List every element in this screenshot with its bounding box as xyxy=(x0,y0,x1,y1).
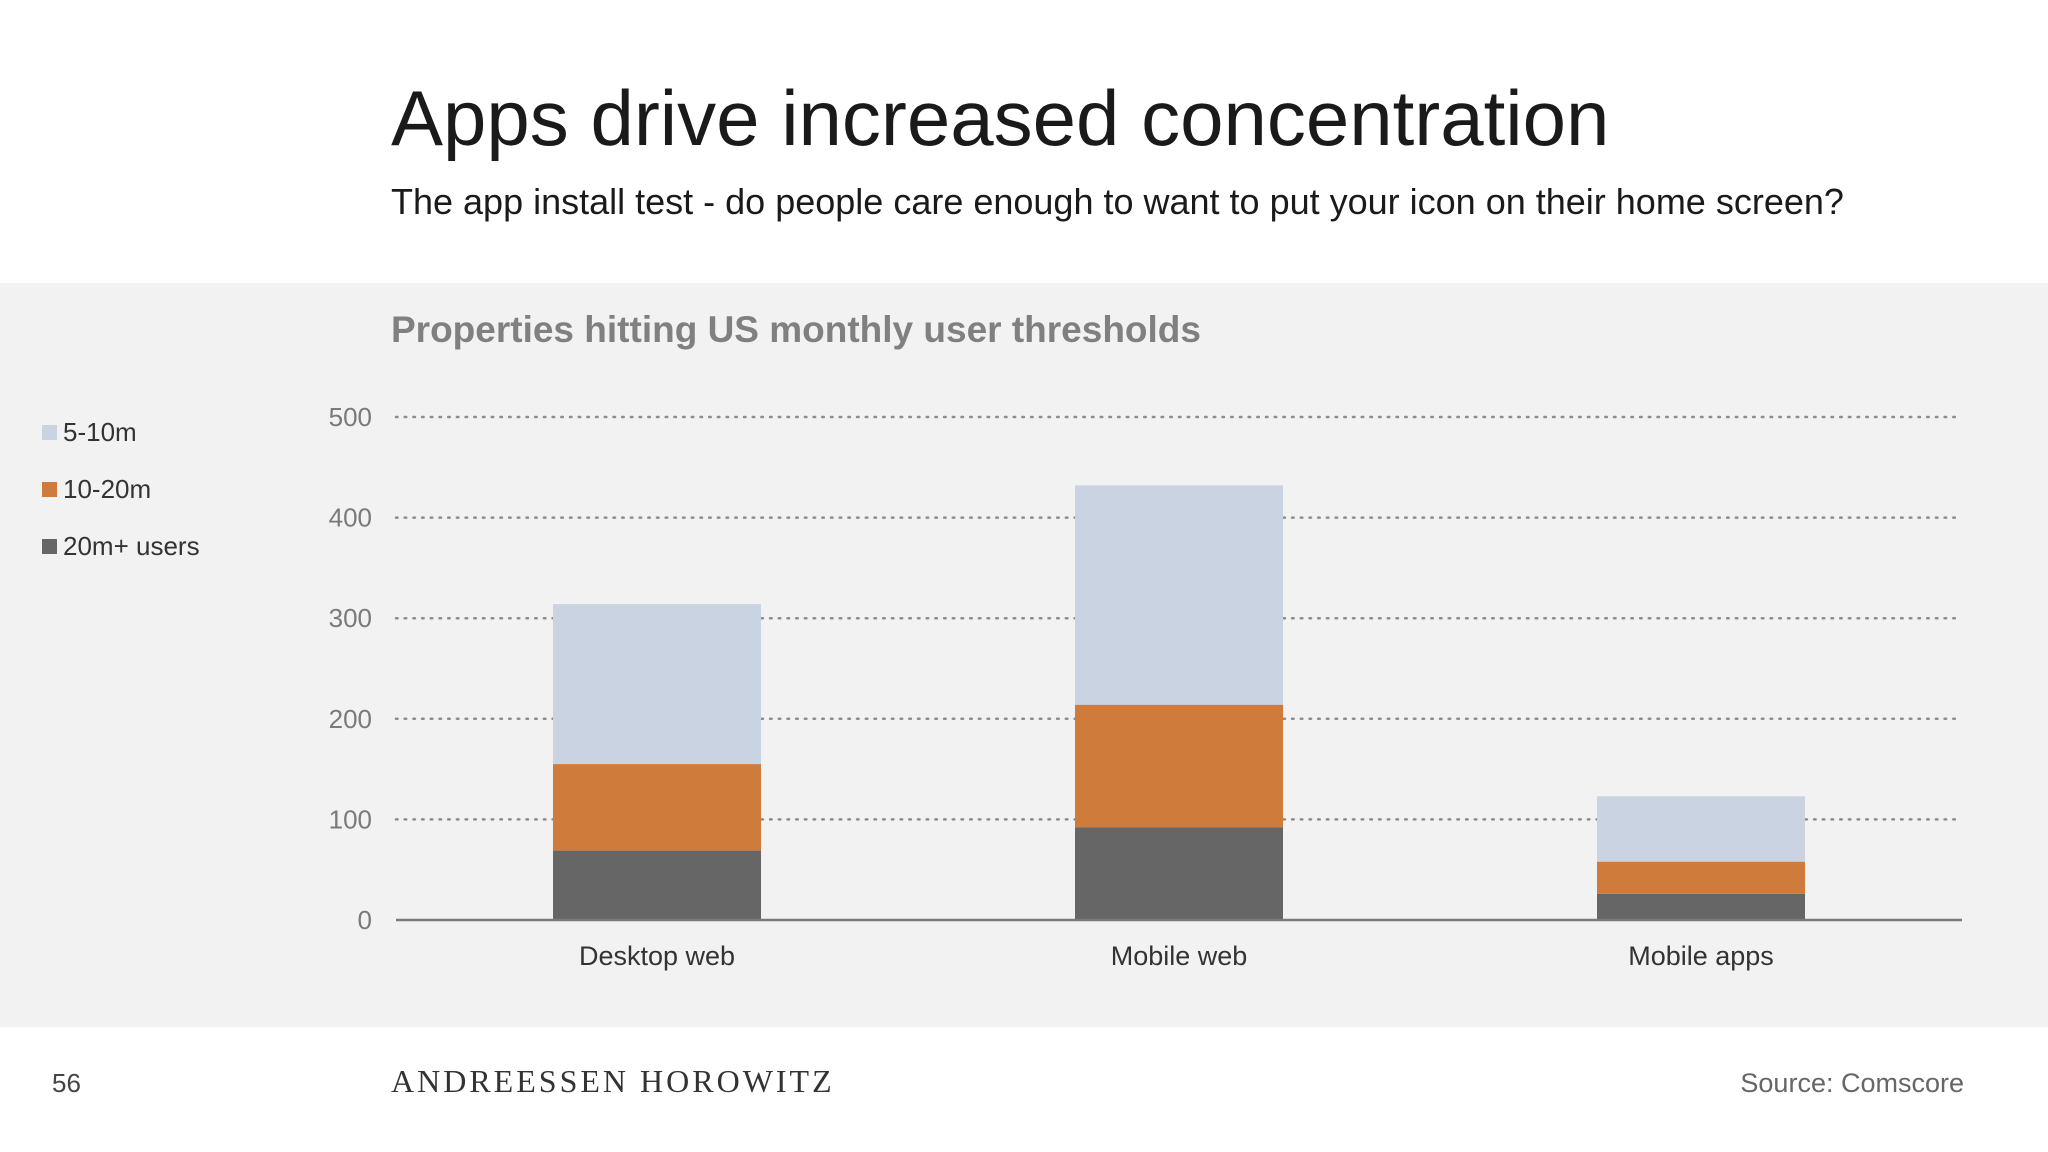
y-tick-label-200: 200 xyxy=(329,704,372,734)
source-note: Source: Comscore xyxy=(1740,1068,1964,1098)
chart-legend: 5-10m 10-20m 20m+ users xyxy=(42,404,200,575)
legend-label-10-20m: 10-20m xyxy=(63,474,152,504)
chart-title: Properties hitting US monthly user thres… xyxy=(391,309,1201,350)
bar-desktop-web-10-20m xyxy=(553,764,761,851)
y-tick-label-400: 400 xyxy=(329,503,372,533)
bar-mobile-apps-5-10m xyxy=(1597,796,1805,862)
y-tick-label-0: 0 xyxy=(358,905,372,935)
bar-desktop-web-5-10m xyxy=(553,604,761,765)
bar-mobile-web-10-20m xyxy=(1075,704,1283,828)
legend-item-10-20m: 10-20m xyxy=(42,461,200,518)
x-tick-label-mobile-apps: Mobile apps xyxy=(1628,941,1774,971)
bar-mobile-web-20m-users xyxy=(1075,827,1283,920)
page-number: 56 xyxy=(52,1068,81,1098)
x-tick-label-desktop-web: Desktop web xyxy=(579,941,735,971)
legend-swatch-20m-users xyxy=(42,539,57,554)
legend-label-5-10m: 5-10m xyxy=(63,417,137,447)
brand-logo-text: ANDREESSEN HOROWITZ xyxy=(391,1063,835,1099)
bar-mobile-apps-20m-users xyxy=(1597,893,1805,920)
x-tick-label-mobile-web: Mobile web xyxy=(1111,941,1248,971)
y-tick-label-500: 500 xyxy=(329,402,372,432)
slide-footer xyxy=(0,1027,2048,1152)
legend-swatch-10-20m xyxy=(42,482,57,497)
legend-item-20m-users: 20m+ users xyxy=(42,518,200,575)
y-tick-label-100: 100 xyxy=(329,804,372,834)
bar-desktop-web-20m-users xyxy=(553,850,761,920)
y-tick-label-300: 300 xyxy=(329,603,372,633)
bar-mobile-web-5-10m xyxy=(1075,485,1283,705)
legend-item-5-10m: 5-10m xyxy=(42,404,200,461)
legend-label-20m-users: 20m+ users xyxy=(63,531,200,561)
bar-mobile-apps-10-20m xyxy=(1597,861,1805,894)
slide-title: Apps drive increased concentration xyxy=(391,74,1610,162)
legend-swatch-5-10m xyxy=(42,425,57,440)
slide-subtitle: The app install test - do people care en… xyxy=(391,181,1844,222)
